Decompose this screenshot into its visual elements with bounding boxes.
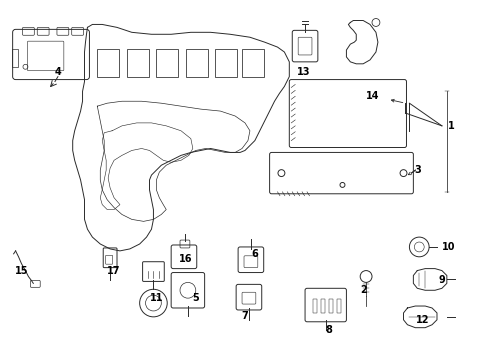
Bar (321, 299, 325, 313)
Text: 11: 11 (149, 293, 163, 303)
Bar (12, 49, 18, 67)
Bar (337, 299, 341, 313)
Text: 14: 14 (366, 91, 380, 101)
Text: 10: 10 (442, 242, 456, 252)
Text: 8: 8 (325, 325, 332, 335)
Text: 3: 3 (414, 165, 421, 175)
Text: 2: 2 (360, 285, 367, 295)
Text: 5: 5 (193, 293, 199, 303)
Text: 9: 9 (439, 275, 445, 285)
Text: 12: 12 (416, 315, 429, 325)
Text: 13: 13 (297, 67, 311, 77)
Bar (313, 299, 317, 313)
Text: 15: 15 (15, 266, 28, 276)
Text: 16: 16 (179, 254, 193, 264)
Text: 17: 17 (107, 266, 121, 276)
Text: 6: 6 (251, 249, 258, 259)
Bar (329, 299, 333, 313)
Text: 1: 1 (448, 121, 455, 131)
Text: 7: 7 (242, 311, 248, 321)
Text: 4: 4 (54, 67, 61, 77)
